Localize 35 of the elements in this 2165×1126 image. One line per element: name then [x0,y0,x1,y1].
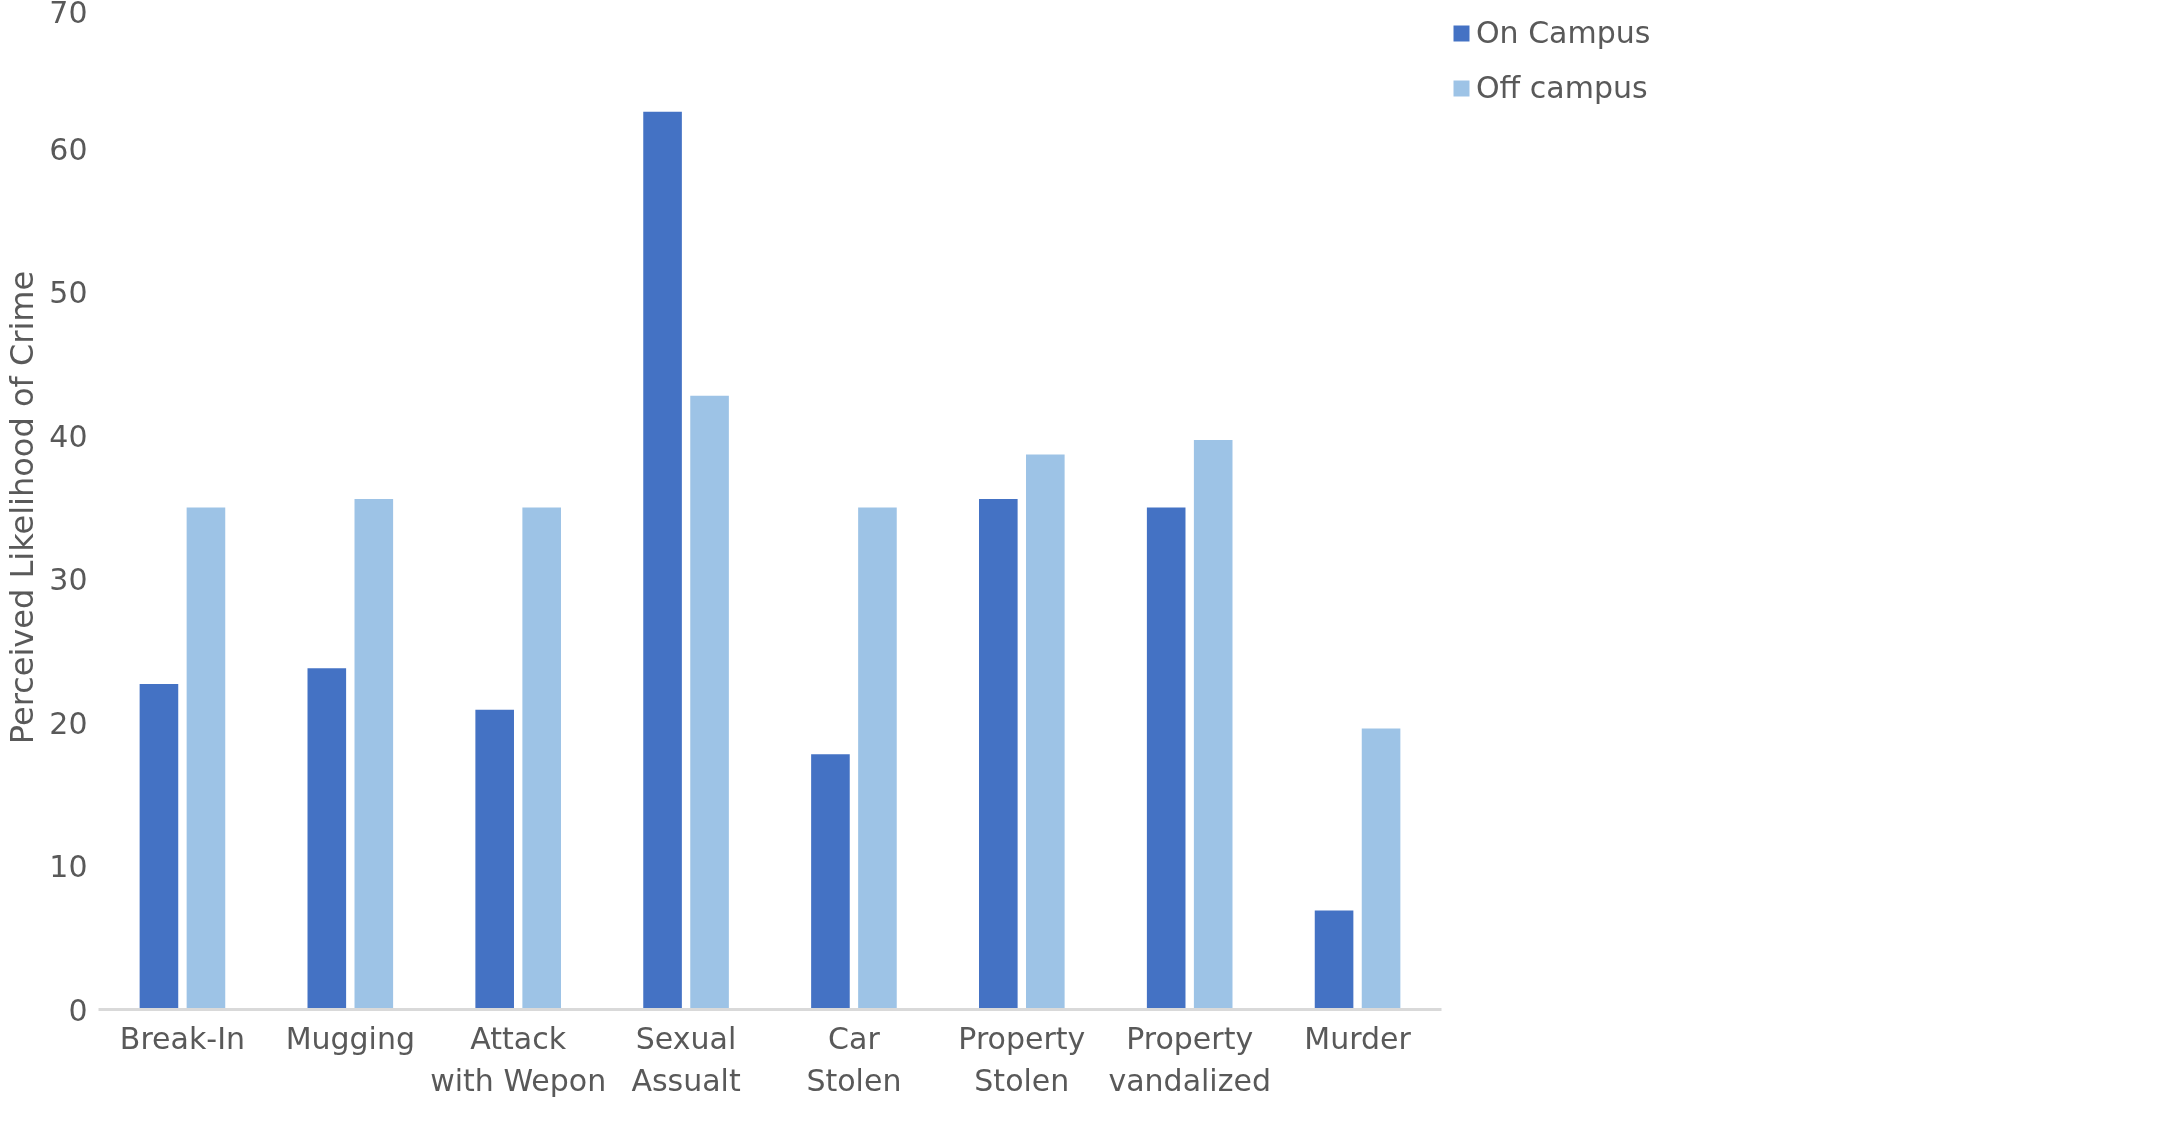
y-axis-title: Perceived Likelihood of Crime [3,270,42,745]
y-tick-label: 20 [49,705,88,741]
y-tick-label: 40 [49,418,88,454]
x-tick-label: Break-In [119,1020,246,1056]
y-tick-label: 10 [49,849,88,885]
bar [858,507,897,1010]
bar [1193,440,1233,1010]
y-tick-label: 60 [49,131,88,167]
bar [1026,454,1065,1010]
y-tick-label: 0 [68,992,88,1028]
bar [1314,910,1354,1010]
bar [307,668,347,1010]
x-tick-label: Mugging [285,1020,415,1056]
x-tick-label: Property Stolen [958,1020,1086,1098]
bar [979,498,1018,1010]
y-tick-label: 70 [49,0,88,30]
bar [475,709,514,1010]
bar [690,395,729,1010]
bar [139,683,179,1010]
x-tick-label: Murder [1304,1020,1412,1056]
bar [1361,728,1401,1010]
bar [643,111,682,1010]
bar [811,754,850,1010]
x-tick-label: Property vandalized [1108,1020,1271,1098]
y-tick-label: 30 [49,562,88,598]
bar [354,498,394,1010]
x-tick-label: Car Stolen [806,1020,902,1098]
legend-label: Off campus [1476,70,1648,105]
bar [186,507,226,1010]
x-tick-label: Attack with Wepon [430,1020,607,1098]
bar [1146,507,1186,1010]
bar [522,507,561,1010]
x-tick-label: Sexual Assualt [631,1020,741,1098]
legend-label: On Campus [1476,15,1651,50]
y-tick-label: 50 [49,275,88,311]
